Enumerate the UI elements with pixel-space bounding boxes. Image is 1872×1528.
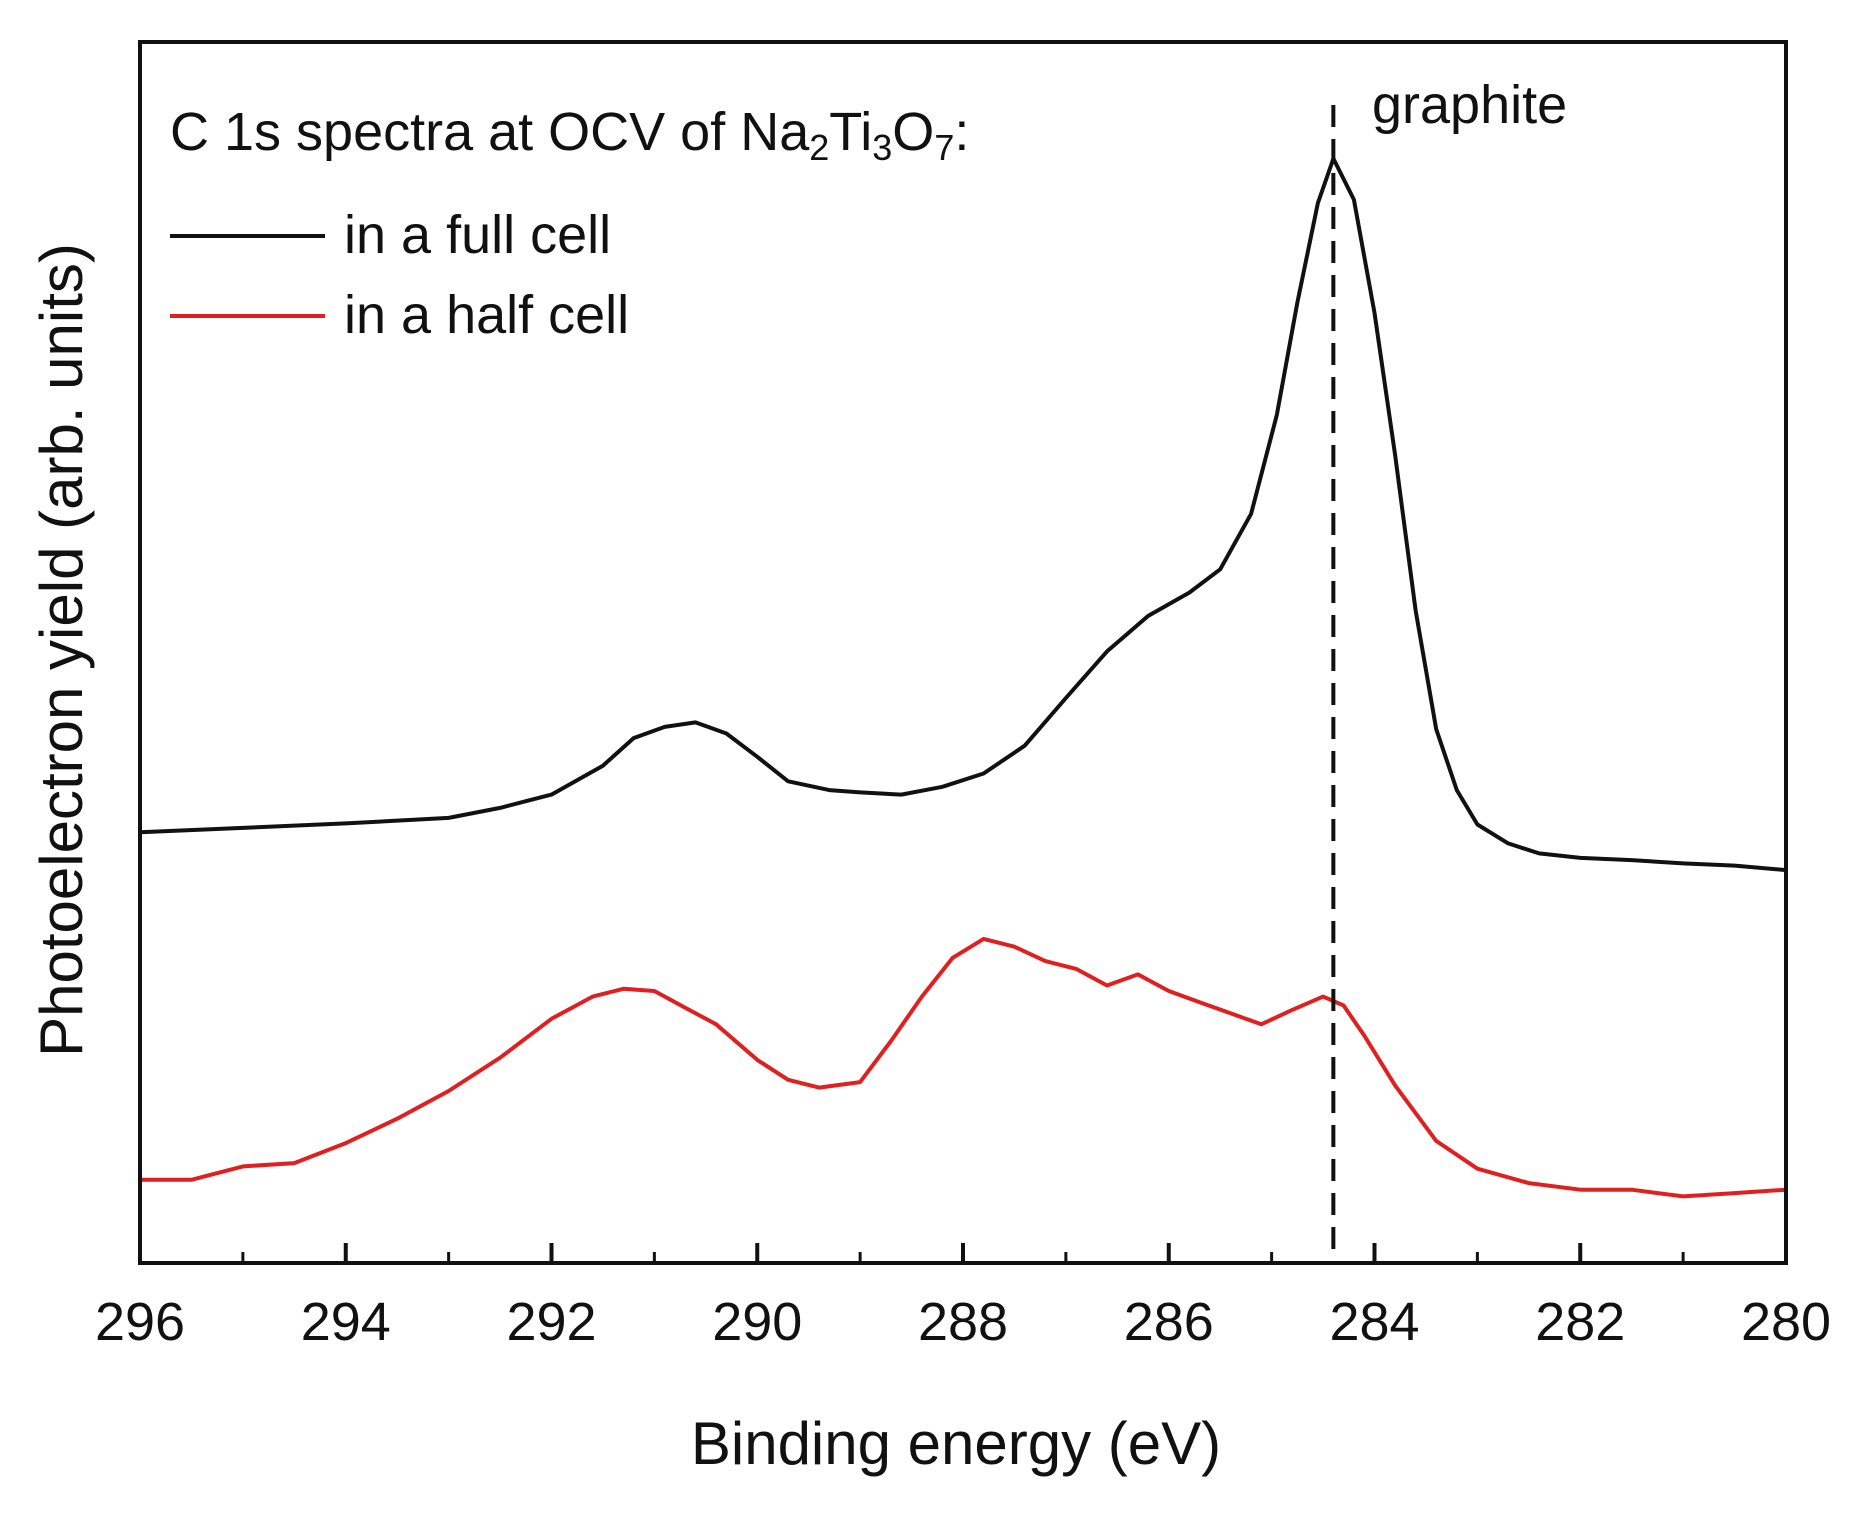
y-axis-title: Photoelectron yield (arb. units) [28,243,95,1057]
title-segment: Ti [829,102,872,162]
title-segment: C 1s spectra at OCV of Na [170,102,810,162]
graphite-annotation-label: graphite [1372,75,1567,135]
x-tick-label: 294 [301,1292,391,1352]
title-segment: : [954,102,969,162]
x-axis-tick-labels: 296 294 292 290 288 286 284 282 280 [95,1292,1831,1352]
title-subscript: 2 [809,127,829,168]
x-axis-ticks [138,1243,1788,1263]
legend-label-full-cell: in a full cell [344,205,611,265]
chart-title: C 1s spectra at OCV of Na2Ti3O7: [170,102,969,168]
x-tick-label: 282 [1535,1292,1625,1352]
series-layer [138,156,1788,1199]
x-axis-title: Binding energy (eV) [691,1410,1221,1477]
x-tick-label: 292 [506,1292,596,1352]
x-tick-label: 284 [1329,1292,1419,1352]
title-segment: O [892,102,934,162]
x-tick-label: 286 [1124,1292,1214,1352]
x-tick-label: 290 [712,1292,802,1352]
x-tick-label: 288 [918,1292,1008,1352]
x-tick-label: 296 [95,1292,185,1352]
series-line-half-cell [138,936,1788,1199]
x-tick-label: 280 [1741,1292,1831,1352]
legend-label-half-cell: in a half cell [344,285,629,345]
series-line-full-cell [138,156,1788,873]
title-subscript: 7 [934,127,954,168]
title-subscript: 3 [872,127,892,168]
legend: in a full cell in a half cell [170,205,629,345]
